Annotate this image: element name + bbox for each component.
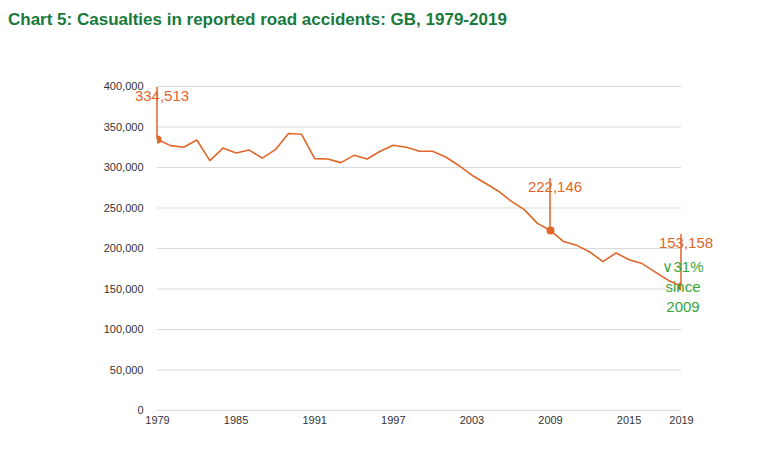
svg-text:50,000: 50,000 [110, 364, 144, 376]
svg-text:1985: 1985 [224, 414, 248, 426]
svg-text:334,513: 334,513 [135, 87, 189, 104]
svg-text:2009: 2009 [538, 414, 562, 426]
html-text:Chart 5: Casualties in reporte: Chart 5: Casualties in reported road acc… [8, 10, 507, 29]
svg-text:200,000: 200,000 [104, 242, 144, 254]
svg-text:2019: 2019 [669, 414, 693, 426]
svg-text:2015: 2015 [617, 414, 641, 426]
svg-text:153,158: 153,158 [659, 234, 713, 251]
svg-text:100,000: 100,000 [104, 323, 144, 335]
svg-text:since: since [665, 278, 700, 295]
svg-text:1991: 1991 [302, 414, 326, 426]
svg-text:150,000: 150,000 [104, 283, 144, 295]
svg-text:∨31%: ∨31% [662, 258, 703, 275]
svg-text:222,146: 222,146 [528, 178, 582, 195]
svg-text:250,000: 250,000 [104, 202, 144, 214]
svg-text:2003: 2003 [460, 414, 484, 426]
svg-text:0: 0 [137, 404, 143, 416]
svg-text:300,000: 300,000 [104, 161, 144, 173]
svg-text:400,000: 400,000 [103, 80, 144, 92]
svg-text:1997: 1997 [381, 414, 405, 426]
svg-text:2009: 2009 [666, 298, 699, 315]
svg-text:1979: 1979 [145, 414, 169, 426]
svg-text:350,000: 350,000 [104, 121, 144, 133]
